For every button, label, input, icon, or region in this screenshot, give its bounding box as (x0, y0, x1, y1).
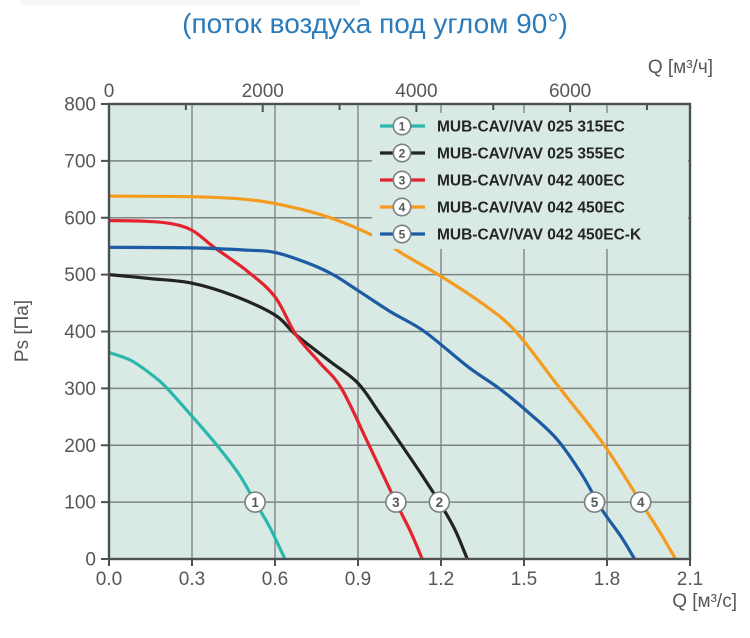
curve-marker-1-circle (244, 491, 266, 513)
left-tick-label: 200 (64, 436, 96, 457)
legend-series-badge-circle (392, 170, 412, 190)
left-tick-label: 700 (64, 151, 96, 172)
curve-marker-1-number: 1 (251, 495, 259, 510)
legend-series-badge: 4 (392, 197, 412, 217)
curve-1-mub-cav-vav-025-315ec (109, 351, 287, 559)
left-tick-label: 500 (64, 265, 96, 286)
top-tick-label: 0 (104, 81, 115, 102)
legend-series-badge-circle (392, 197, 412, 217)
top-tick-label: 2000 (242, 81, 284, 102)
legend-series-badge: 5 (392, 224, 412, 244)
left-tick-label: 0 (85, 550, 96, 571)
curve-markers: 1 2 3 4 5 (244, 491, 652, 513)
curve-marker-2-number: 2 (436, 495, 444, 510)
curve-marker-4-number: 4 (637, 495, 645, 510)
legend-series-name: MUB-CAV/VAV 042 400EC (437, 173, 625, 190)
chart-title: (поток воздуха под углом 90°) (182, 8, 568, 39)
curve-marker-3-circle (385, 491, 407, 513)
legend-item-5: 5 MUB-CAV/VAV 042 450EC-K (380, 224, 642, 244)
curve-5-mub-cav-vav-042-450ec-k (109, 245, 637, 559)
legend-series-badge: 2 (392, 143, 412, 163)
page-edge-artifact (20, 0, 360, 5)
legend-series-badge-circle (392, 143, 412, 163)
bottom-tick-label: 0.9 (345, 569, 371, 590)
legend-item-3: 3 MUB-CAV/VAV 042 400EC (380, 170, 625, 190)
top-tick-label: 4000 (395, 81, 437, 102)
axis-tick-labels: 0.0 0.3 0.6 0.9 1.2 1.5 1.8 2.1 0 100 200 300 400 500… (64, 81, 703, 590)
legend-series-name: MUB-CAV/VAV 042 450EC (437, 200, 625, 217)
legend-series-badge-number: 3 (399, 173, 406, 187)
bottom-tick-label: 0.6 (262, 569, 288, 590)
curve-marker-2: 2 (428, 491, 451, 513)
legend-series-badge-circle (392, 224, 412, 244)
curve-marker-5-number: 5 (591, 495, 599, 510)
left-tick-label: 600 (64, 208, 96, 229)
bottom-axis-unit-label: Q [м³/с] (672, 591, 737, 612)
legend-series-name: MUB-CAV/VAV 025 315EC (437, 119, 625, 136)
curve-marker-1: 1 (244, 491, 266, 513)
top-axis-unit-label: Q [м³/ч] (648, 57, 713, 78)
legend-item-1: 1 MUB-CAV/VAV 025 315EC (380, 116, 625, 136)
legend-item-2: 2 MUB-CAV/VAV 025 355EC (380, 143, 625, 163)
bottom-tick-label: 1.2 (428, 569, 454, 590)
legend-series-badge-number: 5 (399, 227, 406, 241)
left-tick-label: 100 (64, 493, 96, 514)
curve-marker-5-circle (583, 491, 606, 513)
bottom-tick-label: 1.5 (511, 569, 537, 590)
bottom-tick-label: 0.3 (179, 569, 205, 590)
left-tick-label: 400 (64, 322, 96, 343)
plot-border (107, 102, 692, 561)
bottom-tick-label: 0.0 (96, 569, 122, 590)
legend-series-badge: 1 (392, 116, 412, 136)
legend-series-badge: 3 (392, 170, 412, 190)
y-axis-unit-label: Ps [Па] (12, 300, 33, 362)
legend: 1 MUB-CAV/VAV 025 315EC 2 MUB-CAV/VAV 025 3… (372, 113, 688, 249)
curve-marker-4-circle (629, 491, 652, 513)
legend-item-4: 4 MUB-CAV/VAV 042 450EC (380, 197, 625, 217)
bottom-tick-label: 2.1 (677, 569, 703, 590)
legend-series-badge-number: 2 (399, 146, 406, 160)
curve-marker-5: 5 (583, 491, 606, 513)
legend-series-badge-circle (392, 116, 412, 136)
left-tick-label: 800 (64, 95, 96, 116)
curve-marker-3: 3 (385, 491, 407, 513)
legend-series-badge-number: 4 (399, 200, 406, 214)
curve-4-mub-cav-vav-042-450ec (109, 194, 677, 559)
curve-marker-4: 4 (629, 491, 652, 513)
top-tick-label: 6000 (549, 81, 591, 102)
legend-series-badge-number: 1 (399, 119, 406, 133)
left-tick-label: 300 (64, 379, 96, 400)
curve-marker-2-circle (428, 491, 451, 513)
bottom-tick-label: 1.8 (594, 569, 620, 590)
legend-series-name: MUB-CAV/VAV 042 450EC-K (437, 227, 642, 244)
legend-series-name: MUB-CAV/VAV 025 355EC (437, 146, 625, 163)
curve-marker-3-number: 3 (392, 495, 400, 510)
